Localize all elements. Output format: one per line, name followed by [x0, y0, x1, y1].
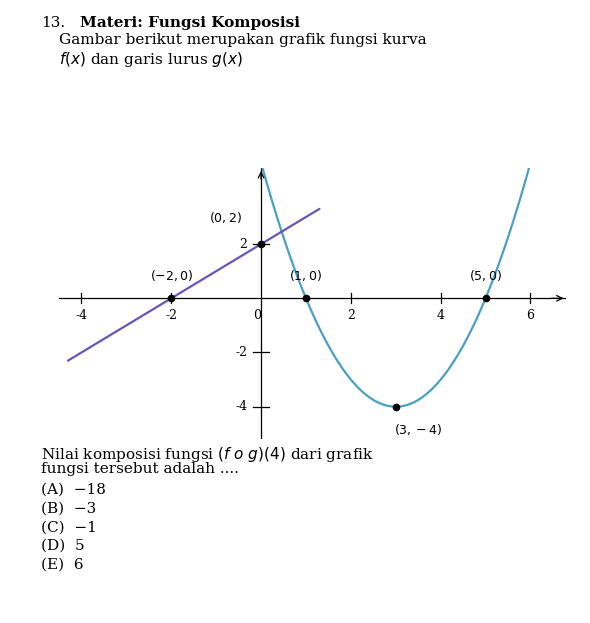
Text: fungsi tersebut adalah ....: fungsi tersebut adalah .... [41, 462, 239, 476]
Text: 6: 6 [526, 309, 535, 322]
Text: $(3, -4)$: $(3, -4)$ [394, 422, 442, 437]
Text: 2: 2 [347, 309, 355, 322]
Text: $(1, 0)$: $(1, 0)$ [290, 269, 323, 283]
Text: -2: -2 [235, 346, 247, 359]
Text: Materi: Fungsi Komposisi: Materi: Fungsi Komposisi [80, 16, 300, 29]
Text: $(0, 2)$: $(0, 2)$ [209, 210, 242, 225]
Text: -4: -4 [76, 309, 87, 322]
Text: $(5, 0)$: $(5, 0)$ [469, 269, 502, 283]
Text: (C)  −1: (C) −1 [41, 520, 97, 534]
Text: 13.: 13. [41, 16, 65, 29]
Text: -2: -2 [165, 309, 177, 322]
Text: 0: 0 [253, 309, 261, 322]
Text: 2: 2 [240, 237, 247, 250]
Text: (D)  5: (D) 5 [41, 539, 85, 553]
Text: (E)  6: (E) 6 [41, 558, 84, 571]
Text: (B)  −3: (B) −3 [41, 502, 97, 515]
Text: -4: -4 [235, 400, 247, 413]
Text: Nilai komposisi fungsi $(f$ $o$ $g)(4)$ dari grafik: Nilai komposisi fungsi $(f$ $o$ $g)(4)$ … [41, 445, 374, 464]
Text: Gambar berikut merupakan grafik fungsi kurva: Gambar berikut merupakan grafik fungsi k… [59, 33, 427, 47]
Text: $f(x)$ dan garis lurus $g(x)$: $f(x)$ dan garis lurus $g(x)$ [59, 50, 243, 69]
Text: 4: 4 [437, 309, 445, 322]
Text: (A)  −18: (A) −18 [41, 483, 106, 497]
Text: $(-2, 0)$: $(-2, 0)$ [149, 269, 193, 283]
